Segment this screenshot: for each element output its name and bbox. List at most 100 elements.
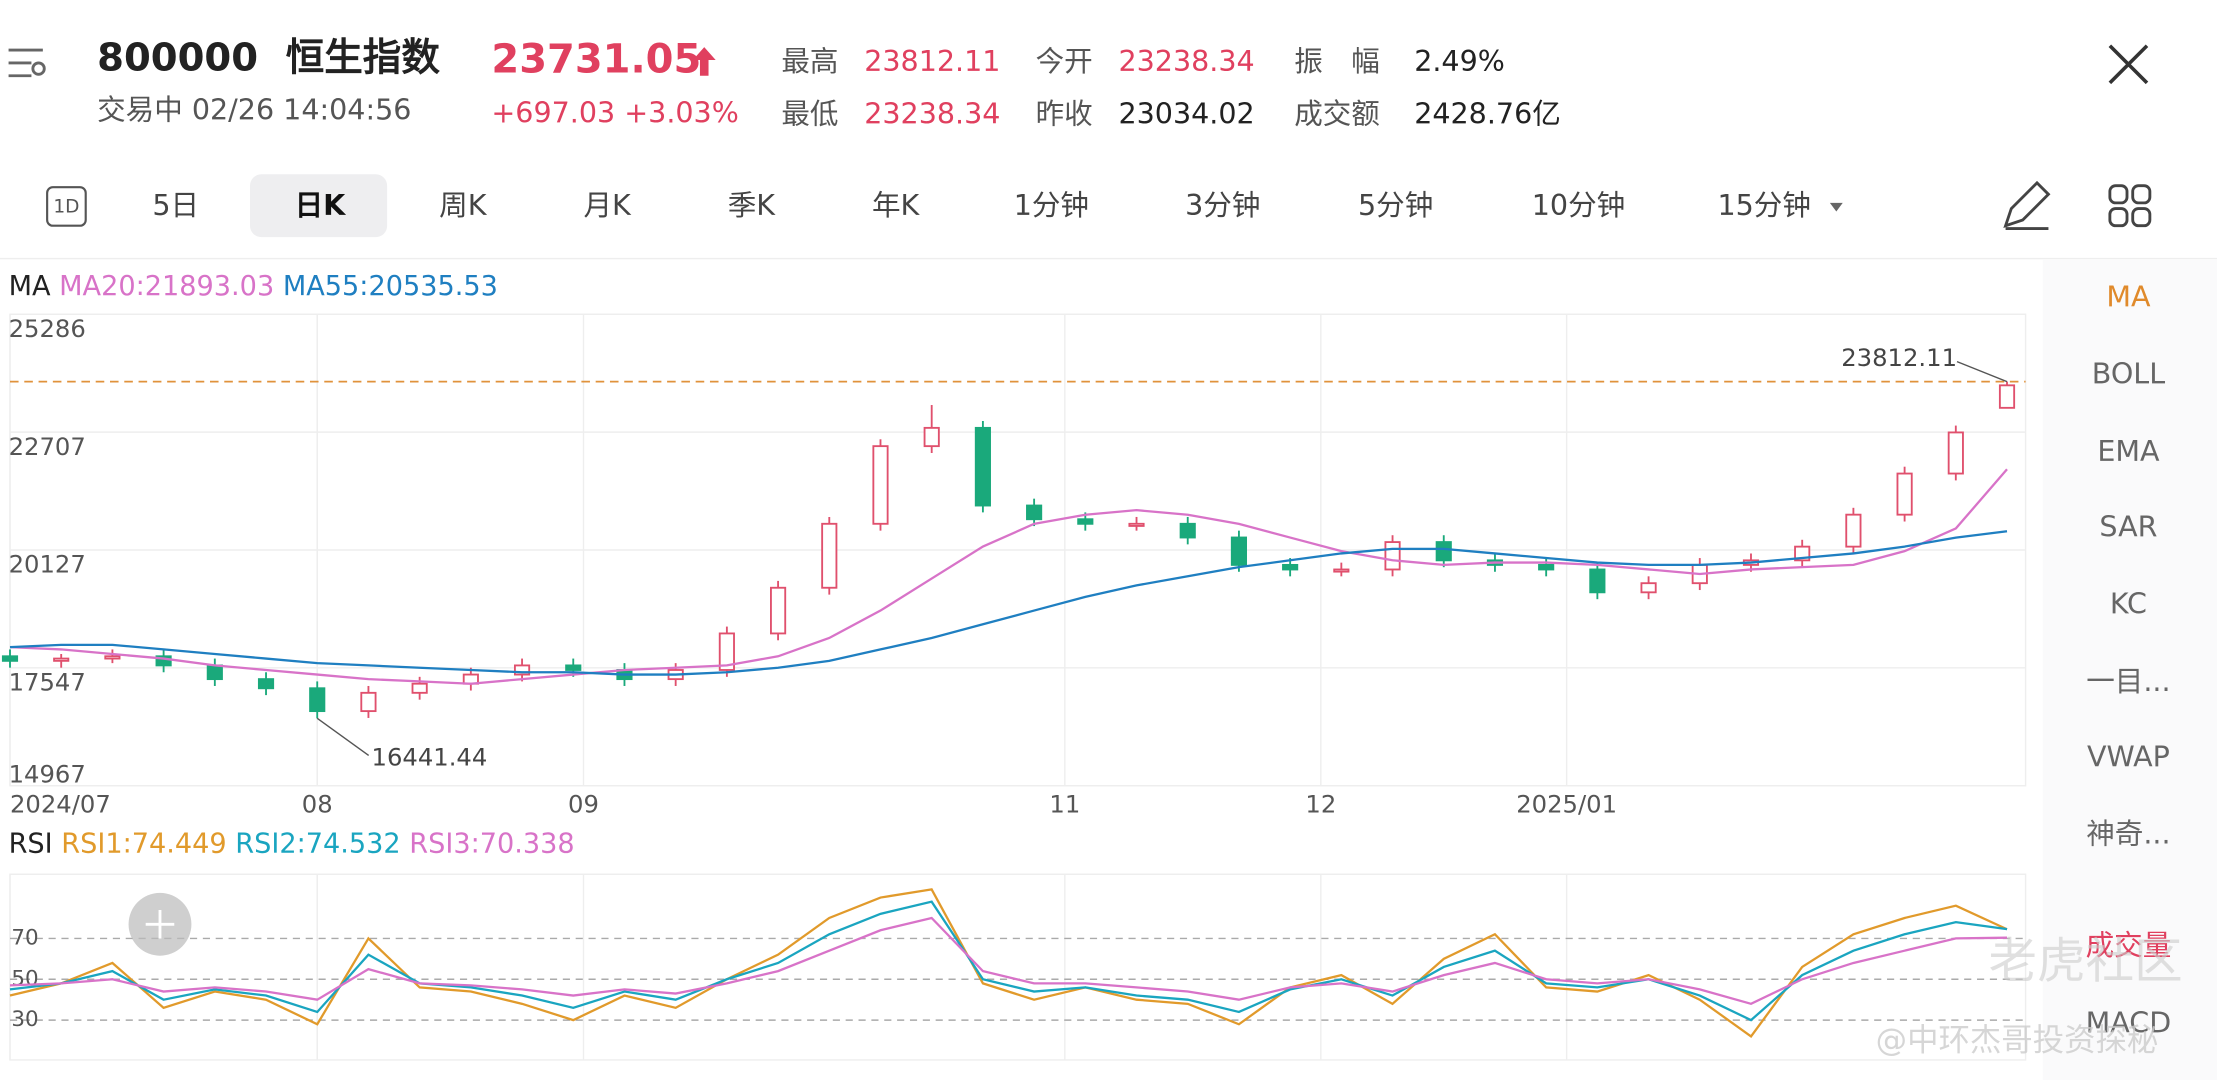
series-line xyxy=(9,888,2008,1038)
y-tick-label: 14967 xyxy=(9,760,86,789)
y-tick-label: 20127 xyxy=(9,550,86,579)
high-label: 23812.11 xyxy=(1841,343,1957,372)
candle-body xyxy=(1179,522,1196,539)
stats: 最高 23812.11 今开 23238.34 振 幅 2.49% 最低 23238.34 昨收… xyxy=(781,44,1560,131)
watermark-author: @中环杰哥投资探秘 xyxy=(1876,1022,2159,1058)
stat-label: 振 幅 xyxy=(1294,44,1380,78)
tab[interactable]: 15分钟 xyxy=(1717,188,1810,222)
indicator[interactable]: SAR xyxy=(2099,510,2157,544)
candle-body xyxy=(1435,541,1452,562)
stat-value: 2428.76亿 xyxy=(1414,97,1561,131)
candle-body xyxy=(53,657,70,662)
plot-frame xyxy=(9,873,2027,1061)
candle-body xyxy=(1333,568,1350,573)
candle-body xyxy=(309,687,326,713)
tab[interactable]: 3分钟 xyxy=(1185,188,1260,222)
name: 恒生指数 xyxy=(286,36,441,81)
tab[interactable]: 月K xyxy=(583,188,632,222)
candle-body xyxy=(206,664,223,681)
candle-body xyxy=(1282,563,1299,571)
add-button-plus xyxy=(145,909,175,939)
close-button[interactable] xyxy=(2108,44,2149,85)
candle-body xyxy=(257,678,275,690)
x-tick-label: 09 xyxy=(568,790,599,819)
indicator[interactable]: 成交量 xyxy=(2086,928,2172,962)
series-line xyxy=(9,530,2008,676)
y-tick-label: 25286 xyxy=(9,314,86,343)
watermark-site: 老虎社区 xyxy=(1988,933,2182,989)
candle-body xyxy=(1,655,19,662)
indicator[interactable]: KC xyxy=(2110,587,2147,621)
day-icon[interactable] xyxy=(46,186,87,227)
x-tick-label: 08 xyxy=(302,790,333,819)
stat-label: 最高 xyxy=(781,44,838,78)
candle-body xyxy=(565,664,582,671)
indicator[interactable]: 神奇... xyxy=(2086,817,2170,851)
tab[interactable]: 10分钟 xyxy=(1532,188,1625,222)
legend-entry: MA55:20535.53 xyxy=(283,271,498,302)
y-tick-label: 70 xyxy=(11,925,38,950)
tab[interactable]: 日K xyxy=(295,188,347,222)
y-tick-label: 17547 xyxy=(9,668,86,697)
stat-value: 2.49% xyxy=(1414,44,1505,78)
indicator[interactable]: EMA xyxy=(2097,434,2160,468)
legend: RSI RSI1:74.449 RSI2:74.532 RSI3:70.338 xyxy=(9,828,575,859)
code: 800000 xyxy=(97,36,258,81)
candle-body xyxy=(1538,563,1555,571)
charts: 2024/07 08 09 11 12 2025/01 14967 17547 20127 227… xyxy=(1,271,2027,1061)
tab[interactable]: 周K xyxy=(439,188,488,222)
tab[interactable]: 年K xyxy=(872,188,921,222)
series-line xyxy=(9,468,2008,685)
candle-body xyxy=(360,691,377,713)
legend: MA MA20:21893.03 MA55:20535.53 xyxy=(9,271,498,302)
low-pointer xyxy=(316,717,370,757)
change-pct: +3.03% xyxy=(624,95,739,129)
x-tick-label: 12 xyxy=(1305,790,1336,819)
tab-selected-bg xyxy=(249,174,388,238)
candle-body xyxy=(1384,541,1401,571)
candle-body xyxy=(1589,568,1606,594)
candle-body xyxy=(1947,431,1964,475)
y-tick-label: 22707 xyxy=(9,432,86,461)
y-tick-label: 30 xyxy=(11,1007,38,1032)
tab[interactable]: 5分钟 xyxy=(1358,188,1433,222)
series-line xyxy=(9,916,2008,1006)
indicator[interactable]: VWAP xyxy=(2087,740,2170,774)
stat-value: 23238.34 xyxy=(1118,44,1254,78)
x-tick-label: 2025/01 xyxy=(1516,790,1617,819)
tab[interactable]: 5日 xyxy=(152,188,199,222)
candle-body xyxy=(974,426,991,507)
draw-icon[interactable] xyxy=(2003,180,2051,231)
legend-entry: MA20:21893.03 xyxy=(59,271,274,302)
indicator[interactable]: MACD xyxy=(2086,1005,2172,1039)
stat-label: 今开 xyxy=(1036,44,1093,78)
indicator[interactable]: BOLL xyxy=(2092,357,2165,391)
price: 23731.05 xyxy=(491,36,701,82)
x-tick-label: 2024/07 xyxy=(10,790,111,819)
stat-value: 23238.34 xyxy=(864,97,1000,131)
indicator-panel xyxy=(2042,260,2217,1080)
dropdown-arrow[interactable] xyxy=(1829,202,1843,212)
candle-body xyxy=(1640,582,1657,594)
legend-title: MA xyxy=(9,271,51,302)
tab[interactable]: 1分钟 xyxy=(1014,188,1089,222)
candle-body xyxy=(1026,504,1043,521)
candle-body xyxy=(1896,472,1913,516)
status: 交易中 02/26 14:04:56 xyxy=(97,92,411,126)
candle-body xyxy=(1128,522,1145,527)
candle-body xyxy=(411,682,428,694)
tab[interactable]: 季K xyxy=(728,188,777,222)
stat-value: 23812.11 xyxy=(864,44,1000,78)
candle-body xyxy=(770,586,787,635)
candle-body xyxy=(104,655,121,660)
x-tick-label: 11 xyxy=(1049,790,1080,819)
indicator[interactable]: MA xyxy=(2106,280,2151,314)
layout-icon[interactable] xyxy=(2108,184,2152,228)
stat-value: 23034.02 xyxy=(1118,97,1254,131)
candle-body xyxy=(1845,513,1862,548)
menu-icon[interactable] xyxy=(8,48,46,78)
candle-body xyxy=(1230,536,1248,566)
indicator[interactable]: 一目... xyxy=(2086,664,2170,698)
candle-body xyxy=(155,655,172,667)
candle-body xyxy=(821,522,838,589)
